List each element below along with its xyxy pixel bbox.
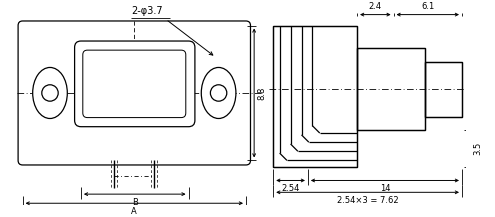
Text: 2.54: 2.54 [281,184,300,193]
Ellipse shape [33,67,67,118]
Ellipse shape [42,85,58,101]
Ellipse shape [201,67,236,118]
Text: 2.4: 2.4 [369,2,382,11]
Text: 3.5: 3.5 [473,142,482,155]
Text: 8.8: 8.8 [258,86,267,100]
Text: A: A [131,207,137,216]
Text: 14: 14 [380,184,390,193]
FancyBboxPatch shape [75,41,195,127]
Text: 2.54×3 = 7.62: 2.54×3 = 7.62 [337,196,398,205]
Text: 2-φ3.7: 2-φ3.7 [131,5,163,15]
FancyBboxPatch shape [18,21,250,165]
Text: 6.1: 6.1 [421,2,435,11]
Ellipse shape [210,85,227,101]
Text: B: B [132,198,138,207]
FancyBboxPatch shape [83,50,186,118]
